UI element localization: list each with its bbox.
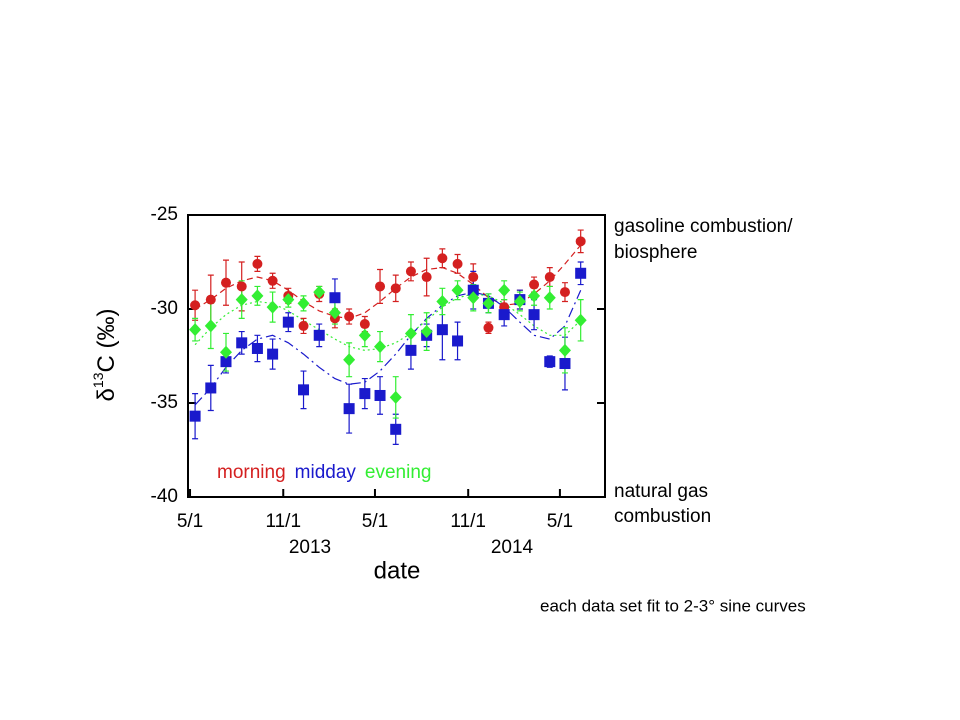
annotation: combustion [614, 506, 711, 527]
marker [559, 358, 571, 370]
marker [559, 287, 570, 298]
marker [575, 267, 587, 279]
marker [421, 272, 432, 283]
legend-entry: morning [217, 462, 286, 483]
marker [452, 335, 464, 347]
marker [358, 328, 371, 342]
marker [374, 389, 386, 401]
marker [390, 283, 401, 294]
marker [235, 293, 248, 307]
y-tick-label: -30 [151, 298, 178, 319]
marker [467, 291, 480, 305]
x-axis-label: date [374, 557, 421, 584]
marker [544, 272, 555, 283]
annotation: natural gas [614, 481, 708, 502]
y-label-text: C (‰) [93, 309, 120, 373]
marker [205, 382, 217, 394]
marker [529, 279, 540, 290]
marker [543, 291, 556, 305]
x-tick-label: 5/1 [547, 511, 573, 532]
marker [404, 326, 417, 340]
marker [297, 296, 310, 310]
marker [468, 272, 479, 283]
x-tick-label: 5/1 [362, 511, 388, 532]
marker [282, 293, 295, 307]
marker [359, 319, 370, 330]
marker [558, 343, 571, 357]
fit-line [194, 289, 582, 406]
marker [389, 390, 402, 404]
marker [451, 283, 464, 297]
marker [390, 423, 402, 435]
marker [575, 236, 586, 247]
marker [220, 356, 232, 368]
marker [266, 300, 279, 314]
marker [405, 344, 417, 356]
marker [220, 345, 233, 359]
marker [436, 294, 449, 308]
y-label-superscript: 13 [90, 372, 106, 388]
marker [513, 294, 526, 308]
y-label-symbol: δ [93, 388, 120, 401]
marker [452, 258, 463, 269]
marker [437, 253, 448, 264]
annotation: biosphere [614, 242, 697, 263]
marker [204, 319, 217, 333]
marker [267, 348, 279, 360]
marker [343, 353, 356, 367]
marker [205, 294, 216, 305]
marker [574, 313, 587, 327]
marker [528, 309, 540, 321]
marker [189, 410, 201, 422]
year-label: 2014 [491, 537, 534, 558]
x-tick-label: 11/1 [265, 511, 301, 532]
legend-entry: midday [295, 462, 357, 483]
y-tick-label: -40 [151, 486, 178, 507]
marker [190, 300, 201, 311]
marker [498, 309, 510, 321]
year-label: 2013 [289, 537, 331, 558]
marker [375, 281, 386, 292]
y-tick-label: -25 [151, 204, 178, 225]
marker [343, 403, 355, 415]
marker [328, 306, 341, 320]
marker [282, 316, 294, 328]
plot-frame [187, 214, 606, 498]
marker [313, 285, 326, 299]
x-tick-label: 11/1 [450, 511, 486, 532]
marker [467, 284, 479, 296]
annotation: gasoline combustion/ [614, 216, 793, 237]
marker [482, 296, 495, 310]
marker [252, 258, 263, 269]
marker [498, 283, 511, 297]
marker [251, 342, 263, 354]
marker [251, 289, 264, 303]
marker [420, 325, 433, 339]
marker [544, 356, 556, 368]
fit-line [194, 293, 582, 352]
marker [313, 329, 325, 341]
marker [298, 320, 309, 331]
marker [267, 275, 278, 286]
marker [221, 277, 232, 288]
y-axis-label: δ13C (‰) [90, 309, 121, 402]
marker [329, 292, 341, 304]
marker [359, 388, 371, 400]
marker [405, 266, 416, 277]
marker [236, 281, 247, 292]
marker [344, 311, 355, 322]
marker [483, 322, 494, 333]
marker [189, 323, 202, 337]
marker [528, 289, 541, 303]
marker [374, 340, 387, 354]
marker [298, 384, 310, 396]
y-tick-label: -35 [151, 392, 178, 413]
fit-line [194, 244, 582, 320]
footnote: each data set fit to 2-3° sine curves [540, 596, 806, 615]
legend-entry: evening [365, 462, 432, 483]
x-tick-label: 5/1 [177, 511, 203, 532]
marker [236, 337, 248, 349]
marker [436, 324, 448, 336]
